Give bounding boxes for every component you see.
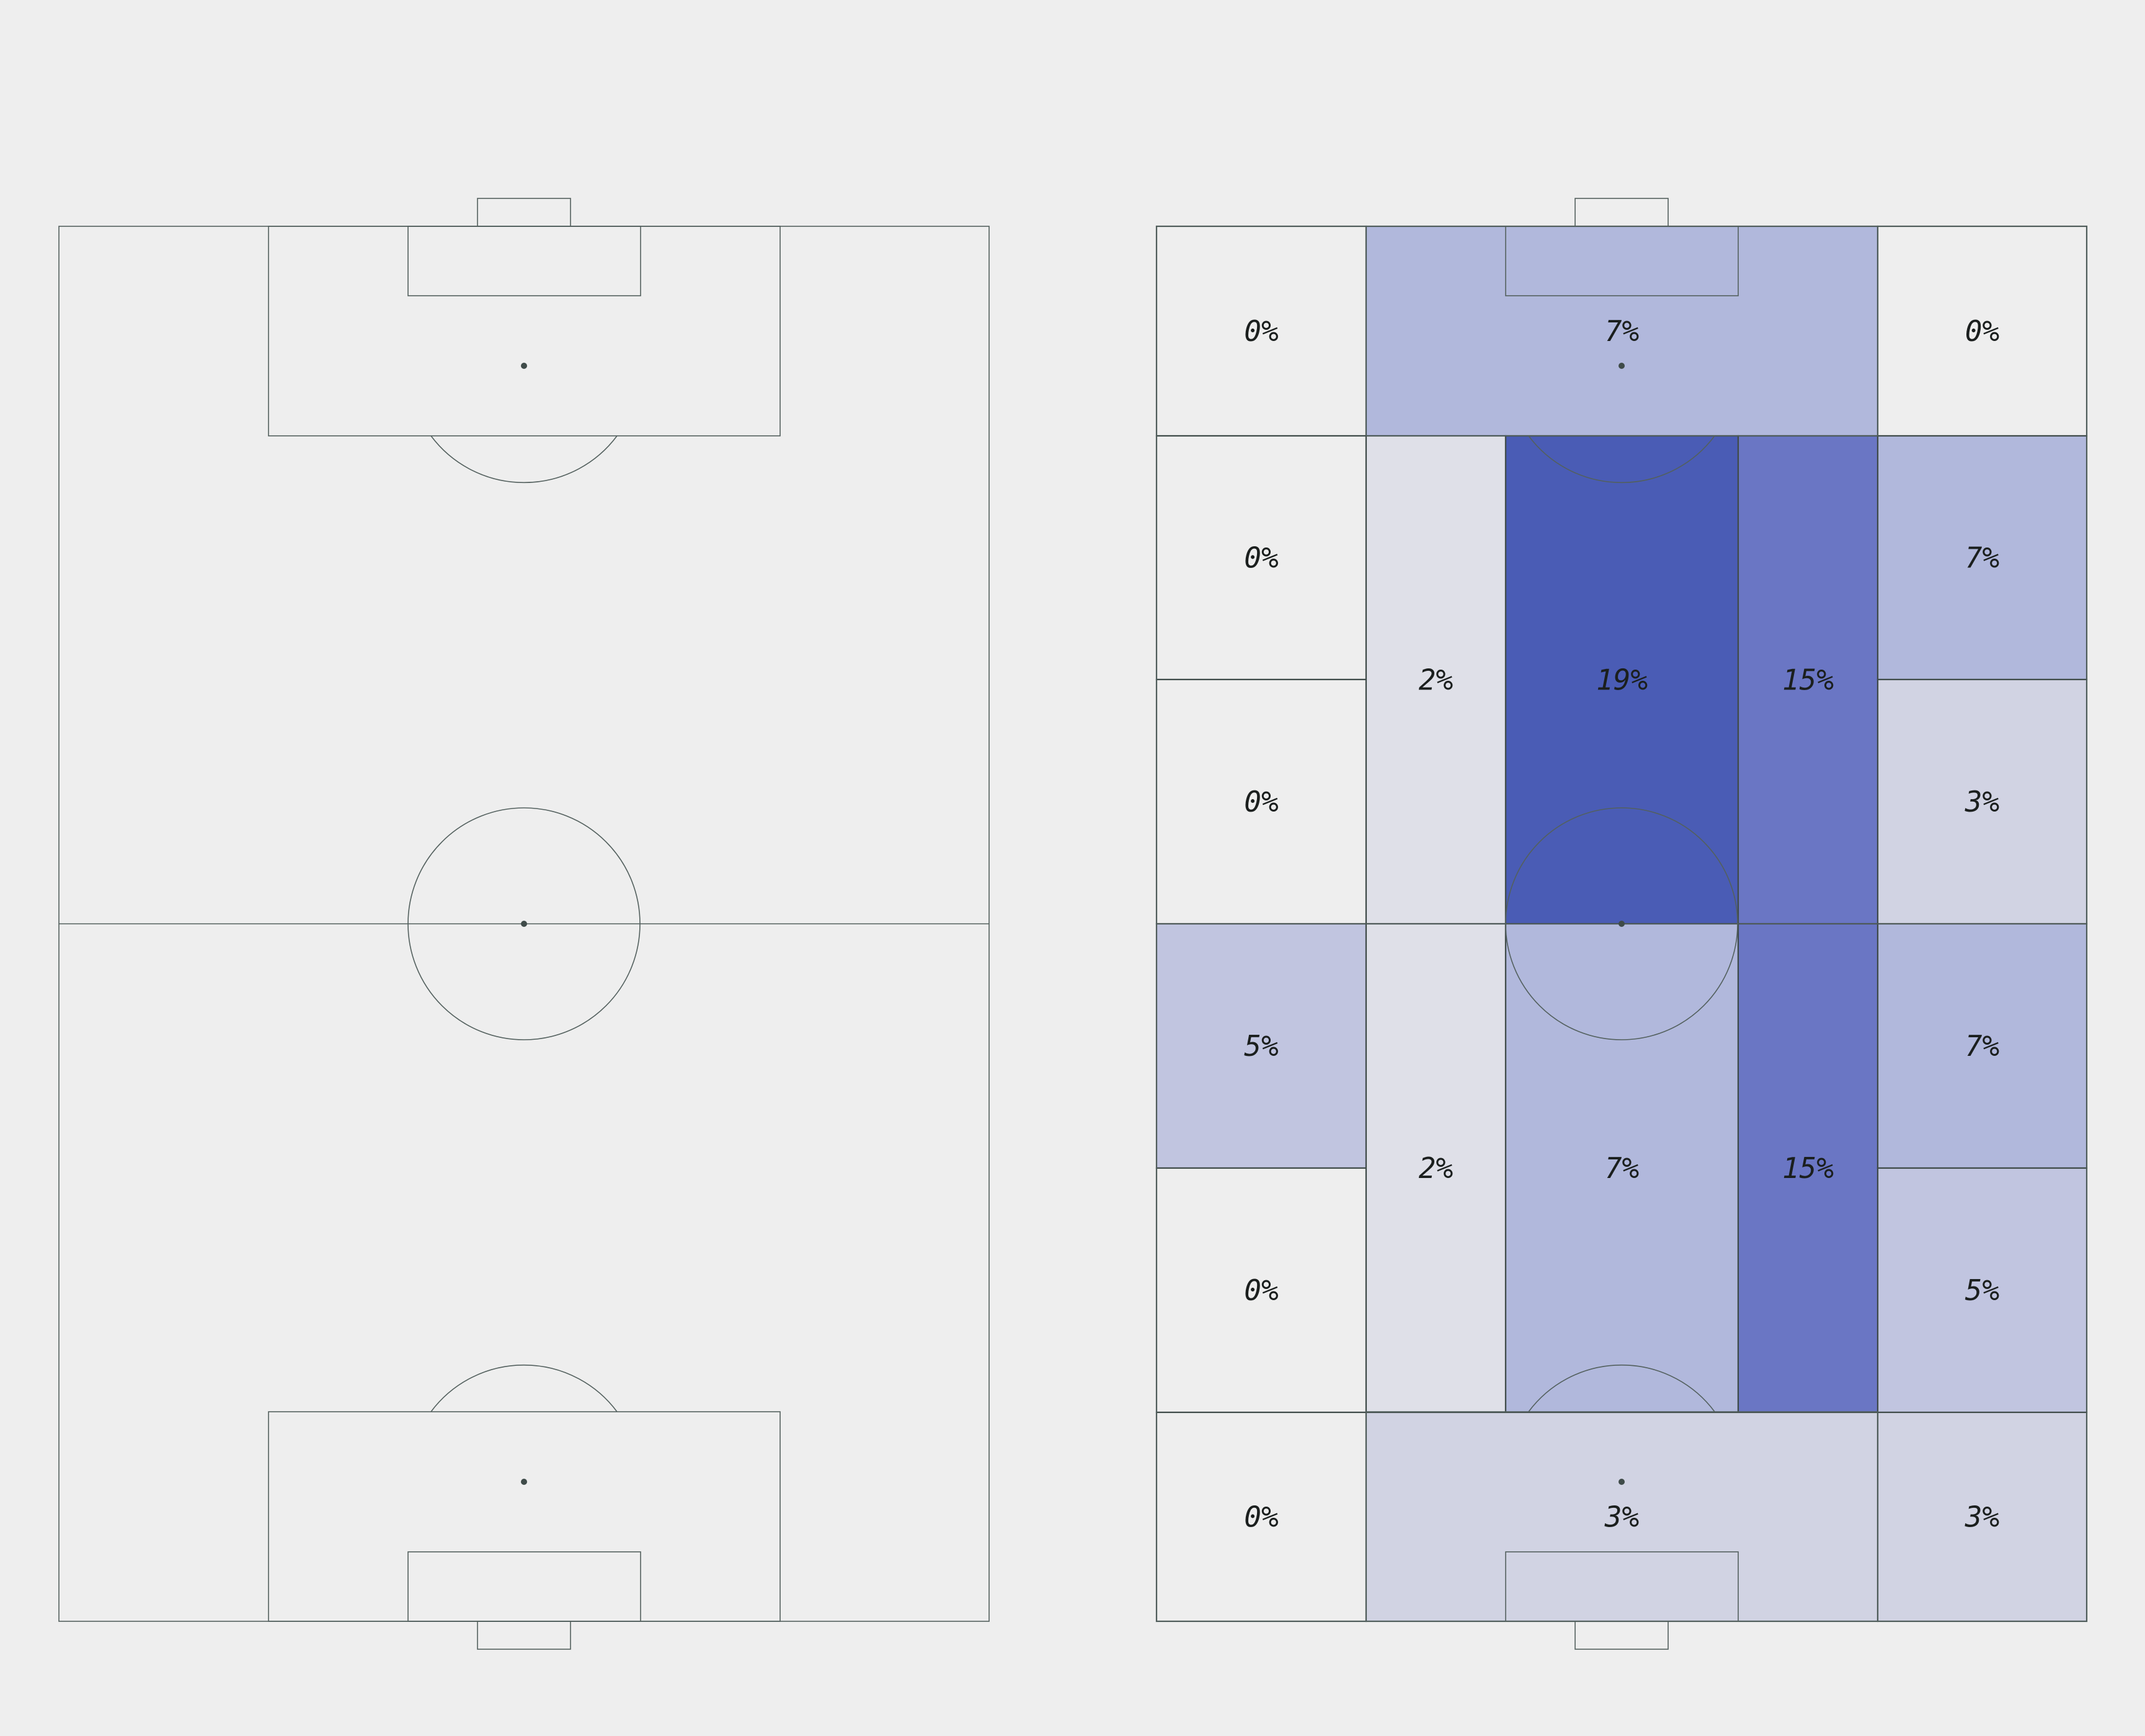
pitch-markings xyxy=(1156,198,2087,1650)
goal-top xyxy=(477,198,571,227)
zone-label-top-right: 0% xyxy=(1965,314,1999,348)
penalty-spot-bottom xyxy=(521,1479,527,1485)
goal-bottom xyxy=(1574,1621,1669,1650)
zone-top-left xyxy=(1155,225,1367,437)
zone-bottom-right xyxy=(1876,1411,2088,1623)
zone-label-left-upper-1: 0% xyxy=(1244,541,1278,575)
centre-spot xyxy=(521,921,527,927)
zone-label-centre-lower: 7% xyxy=(1605,1151,1639,1185)
penalty-spot-top xyxy=(521,363,527,369)
zone-centre-lower xyxy=(1504,923,1739,1414)
zone-label-inner-left-upper: 2% xyxy=(1419,663,1453,697)
penalty-spot-bottom xyxy=(1619,1479,1625,1485)
zone-label-right-lower-1: 7% xyxy=(1965,1029,1999,1063)
zone-label-left-lower-1: 5% xyxy=(1244,1029,1278,1063)
zone-label-inner-right-upper: 15% xyxy=(1782,663,1834,697)
zone-inner-left-lower xyxy=(1365,923,1507,1414)
zone-bottom-left xyxy=(1155,1411,1367,1623)
penalty-arc-top xyxy=(430,435,618,484)
centre-circle xyxy=(1505,807,1738,1040)
zone-label-left-lower-2: 0% xyxy=(1244,1273,1278,1307)
zone-inner-right-lower xyxy=(1737,923,1879,1414)
zone-bottom-box xyxy=(1365,1411,1879,1623)
zone-label-bottom-left: 0% xyxy=(1244,1500,1278,1534)
pitch-empty-panel xyxy=(58,198,990,1650)
zone-label-right-upper-1: 7% xyxy=(1965,541,1999,575)
penalty-box-top xyxy=(268,226,781,436)
zone-left-lower-2 xyxy=(1155,1167,1367,1414)
zone-label-bottom-box: 3% xyxy=(1604,1500,1639,1534)
zone-label-top-left: 0% xyxy=(1244,314,1278,348)
zone-fills xyxy=(1155,225,2088,1623)
penalty-spot-top xyxy=(1619,363,1625,369)
zone-labels: 0% 7% 0% 0% 0% 2% 19% 15% 7% 3% 5% 0% 2% 7% 15% 7% 5% 0% 3… xyxy=(1244,314,1999,1534)
six-yard-box-bottom xyxy=(407,1551,641,1622)
goal-bottom xyxy=(477,1621,571,1650)
zone-left-upper-1 xyxy=(1155,435,1367,681)
zone-top-right xyxy=(1876,225,2088,437)
zone-label-left-upper-2: 0% xyxy=(1244,785,1278,818)
pitch-zones-panel: 0% 7% 0% 0% 0% 2% 19% 15% 7% 3% 5% 0% 2% 7% 15% 7% 5% 0% 3… xyxy=(1155,198,2088,1650)
zone-label-top-box: 7% xyxy=(1605,314,1639,348)
zone-label-right-upper-2: 3% xyxy=(1965,785,1999,818)
zone-label-right-lower-2: 5% xyxy=(1965,1273,1999,1307)
six-yard-box-top xyxy=(407,226,641,296)
penalty-arc-bottom xyxy=(1528,1364,1715,1412)
zone-label-centre-upper: 19% xyxy=(1596,663,1648,697)
penalty-box-bottom xyxy=(268,1411,781,1622)
zone-centre-upper xyxy=(1504,435,1739,925)
goal-top xyxy=(1574,198,1669,227)
penalty-arc-top xyxy=(1528,435,1715,484)
zone-label-inner-right-lower: 15% xyxy=(1782,1151,1834,1185)
centre-circle xyxy=(407,807,641,1040)
zone-label-inner-left-lower: 2% xyxy=(1419,1151,1453,1185)
zone-right-lower-2 xyxy=(1876,1167,2088,1414)
centre-spot xyxy=(1619,921,1625,927)
zone-label-bottom-right: 3% xyxy=(1965,1500,1999,1534)
penalty-arc-bottom xyxy=(430,1364,618,1412)
zone-right-lower-1 xyxy=(1876,923,2088,1169)
zone-right-upper-1 xyxy=(1876,435,2088,681)
